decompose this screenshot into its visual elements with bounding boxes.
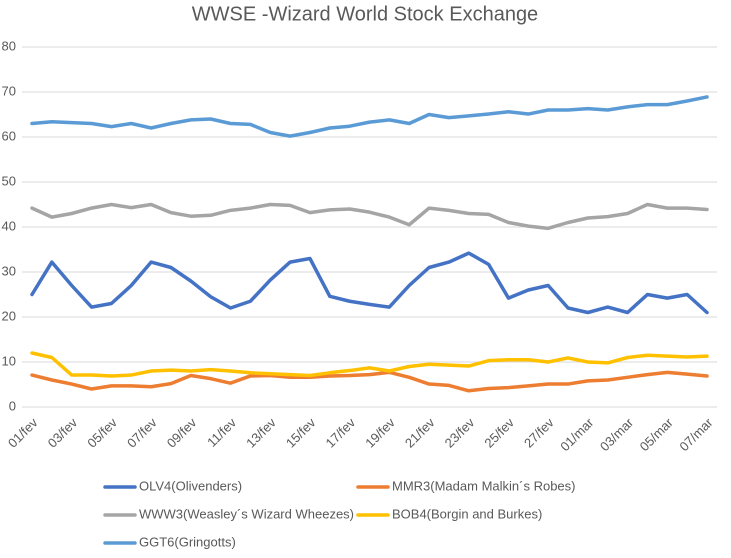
x-tick-label: 11/fev bbox=[204, 415, 239, 450]
x-tick-label: 23/fev bbox=[442, 415, 478, 451]
x-tick-label: 25/fev bbox=[481, 415, 517, 451]
y-tick-label: 60 bbox=[2, 128, 16, 143]
series-line bbox=[30, 202, 709, 231]
x-tick-label: 15/fev bbox=[283, 415, 319, 451]
x-tick-label: 17/fev bbox=[323, 415, 359, 451]
x-tick-label: 03/fev bbox=[45, 415, 81, 451]
x-tick-label: 09/fev bbox=[164, 415, 200, 451]
x-tick-label: 03/mar bbox=[597, 414, 637, 454]
x-tick-label: 21/fev bbox=[402, 415, 438, 451]
y-tick-label: 0 bbox=[9, 398, 16, 413]
y-tick-label: 40 bbox=[2, 218, 16, 233]
x-tick-label: 07/fev bbox=[124, 415, 160, 451]
series-line bbox=[30, 251, 709, 315]
series-line bbox=[30, 370, 709, 393]
y-tick-label: 10 bbox=[2, 353, 16, 368]
x-tick-label: 07/mar bbox=[676, 414, 716, 454]
x-tick-label: 05/mar bbox=[637, 414, 677, 454]
legend-label: WWW3(Weasley´s Wizard Wheezes) bbox=[139, 506, 354, 521]
legend-label: OLV4(Olivenders) bbox=[139, 478, 242, 493]
series-line bbox=[30, 95, 709, 138]
x-tick-label: 13/fev bbox=[243, 415, 279, 451]
legend-label: GGT6(Gringotts) bbox=[139, 534, 236, 549]
chart-title: WWSE -Wizard World Stock Exchange bbox=[192, 3, 538, 25]
y-tick-label: 80 bbox=[2, 38, 16, 53]
y-tick-label: 30 bbox=[2, 263, 16, 278]
y-tick-label: 70 bbox=[2, 83, 16, 98]
y-tick-label: 50 bbox=[2, 173, 16, 188]
x-tick-label: 01/fev bbox=[5, 415, 41, 451]
y-tick-label: 20 bbox=[2, 308, 16, 323]
series-line bbox=[30, 351, 709, 378]
legend-label: BOB4(Borgin and Burkes) bbox=[392, 506, 542, 521]
x-tick-label: 27/fev bbox=[521, 415, 557, 451]
legend-label: MMR3(Madam Malkin´s Robes) bbox=[392, 478, 575, 493]
x-tick-label: 01/mar bbox=[557, 414, 597, 454]
x-tick-label: 05/fev bbox=[84, 415, 120, 451]
x-tick-label: 19/fev bbox=[362, 415, 398, 451]
